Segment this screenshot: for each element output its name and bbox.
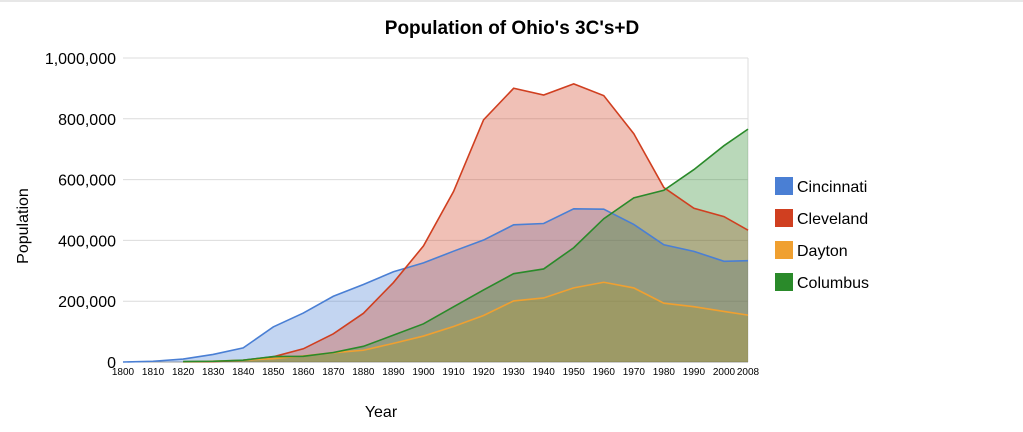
y-tick-label: 800,000 [58,112,116,129]
y-axis-title: Population [15,188,32,264]
legend-label-cleveland: Cleveland [797,211,868,228]
y-tick-label: 400,000 [58,233,116,250]
x-tick-label: 1830 [202,367,225,378]
x-tick-label: 1920 [472,367,495,378]
y-tick-label: 600,000 [58,173,116,190]
x-axis-ticks: 1800 1810 1820 1830 1840 1850 1860 1870 1880 1890… [112,367,760,378]
x-tick-label: 1860 [292,367,315,378]
grid [123,57,749,363]
legend-label-columbus: Columbus [797,275,869,292]
x-tick-label: 1990 [683,367,706,378]
x-tick-label: 1820 [172,367,195,378]
line-columbus [183,128,749,363]
x-tick-label: 1850 [262,367,285,378]
legend-swatch-cleveland [775,209,793,227]
x-tick-label: 1930 [503,367,526,378]
x-tick-label: 1870 [322,367,345,378]
legend-swatch-cincinnati [775,177,793,195]
area-columbus [183,129,748,362]
line-dayton [183,281,749,363]
x-tick-label: 1880 [352,367,375,378]
legend-label-dayton: Dayton [797,243,848,260]
line-cincinnati [122,208,749,363]
y-tick-label: 200,000 [58,294,116,311]
x-axis-title: Year [365,404,398,421]
y-tick-label: 0 [107,355,116,372]
x-tick-label: 1890 [382,367,405,378]
x-tick-label: 1800 [112,367,135,378]
x-tick-label: 1900 [412,367,435,378]
x-tick-label: 1980 [653,367,676,378]
x-tick-label: 1950 [563,367,586,378]
legend-swatch-dayton [775,241,793,259]
y-tick-label: 1,000,000 [45,51,116,68]
area-cincinnati [123,208,748,362]
x-tick-label: 1940 [533,367,556,378]
legend: Cincinnati Cleveland Dayton Columbus [775,177,869,292]
x-tick-label: 2000 [713,367,736,378]
y-axis-ticks: 0 200,000 400,000 600,000 800,000 1,000,000 [45,51,116,372]
x-tick-label: 1970 [623,367,646,378]
legend-label-cincinnati: Cincinnati [797,179,867,196]
area-cleveland [183,83,748,362]
x-tick-label: 1840 [232,367,255,378]
x-tick-label: 1810 [142,367,165,378]
line-cleveland [183,83,749,363]
x-tick-label: 1910 [442,367,465,378]
x-tick-label: 2008 [737,367,760,378]
x-tick-label: 1960 [593,367,616,378]
legend-swatch-columbus [775,273,793,291]
plot-area [122,83,749,363]
chart-title: Population of Ohio's 3C's+D [385,18,639,39]
